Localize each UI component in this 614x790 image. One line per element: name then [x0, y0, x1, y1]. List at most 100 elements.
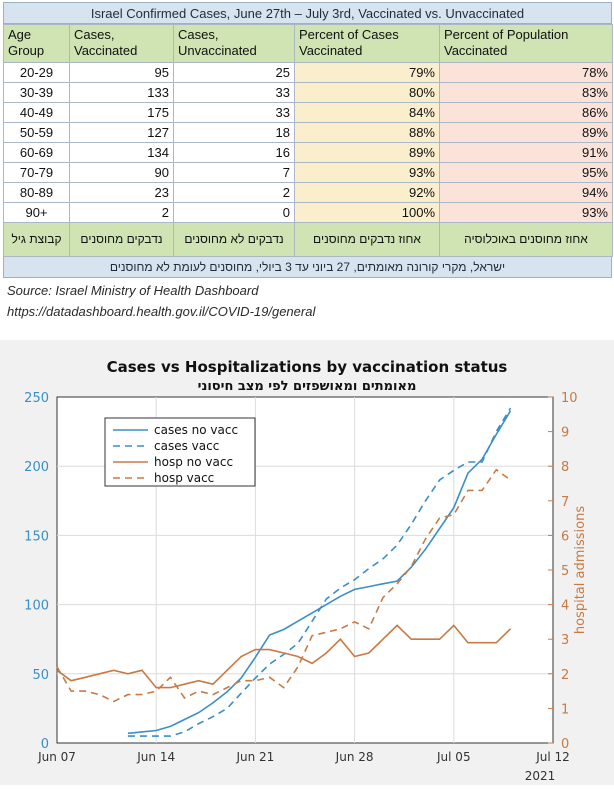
table-title: Israel Confirmed Cases, June 27th – July…	[3, 2, 612, 24]
cell-percent-cases-vaccinated: 100%	[294, 202, 440, 223]
x-tick-label: Jun 28	[335, 750, 374, 764]
cell-percent-population-vaccinated: 94%	[439, 182, 613, 203]
cell-cases-vaccinated: 23	[69, 182, 174, 203]
table-header-row: Age Group Cases, Vaccinated Cases, Unvac…	[3, 24, 613, 63]
table-row: 30-39 133 33 80% 83%	[3, 82, 613, 103]
legend-label: hosp vacc	[154, 471, 214, 485]
hebrew-header-cases-vaccinated: נדבקים מחוסנים	[69, 222, 174, 257]
hebrew-header-percent-cases-vaccinated: אחוז נדבקים מחוסנים	[294, 222, 440, 257]
cell-percent-cases-vaccinated: 89%	[294, 142, 440, 163]
cell-percent-cases-vaccinated: 79%	[294, 62, 440, 83]
table-row: 70-79 90 7 93% 95%	[3, 162, 613, 183]
cell-age-group: 50-59	[3, 122, 70, 143]
chart-legend: cases no vacc cases vacc hosp no vacc hosp …	[104, 417, 256, 487]
cell-cases-unvaccinated: 18	[173, 122, 295, 143]
cell-percent-population-vaccinated: 78%	[439, 62, 613, 83]
x-tick-label: Jun 07	[37, 750, 76, 764]
hebrew-table-note: ישראל, מקרי קורונה מאומתים, 27 ביוני עד …	[3, 257, 612, 278]
y-right-tick-label: 2	[561, 668, 569, 683]
cell-cases-vaccinated: 133	[69, 82, 174, 103]
hebrew-header-percent-population-vaccinated: אחוז מחוסנים באוכלוסיה	[439, 222, 613, 257]
cell-age-group: 20-29	[3, 62, 70, 83]
header-percent-cases-vaccinated: Percent of Cases Vaccinated	[294, 24, 440, 63]
table-row: 90+ 2 0 100% 93%	[3, 202, 613, 223]
hebrew-header-cases-unvaccinated: נדבקים לא מחוסנים	[173, 222, 295, 257]
cell-cases-unvaccinated: 7	[173, 162, 295, 183]
y-right-tick-label: 4	[561, 599, 569, 614]
chart-panel: Cases vs Hospitalizations by vaccination…	[0, 340, 614, 785]
source-line: Source: Israel Ministry of Health Dashbo…	[7, 283, 259, 298]
y-left-tick-label: 0	[41, 737, 49, 752]
legend-label: cases vacc	[154, 439, 219, 453]
x-tick-label: Jun 14	[136, 750, 175, 764]
x-tick-label: Jul 05	[436, 750, 471, 764]
y-left-tick-label: 100	[24, 599, 49, 614]
cell-percent-cases-vaccinated: 80%	[294, 82, 440, 103]
cell-percent-population-vaccinated: 91%	[439, 142, 613, 163]
cell-age-group: 60-69	[3, 142, 70, 163]
x-axis-year-label: 2021	[525, 769, 556, 783]
cell-percent-population-vaccinated: 95%	[439, 162, 613, 183]
x-tick-label: Jul 12	[535, 750, 570, 764]
ticks-layer: Jun 07 Jun 14 Jun 21 Jun 28 Jul 05 Jul 120501…	[24, 391, 577, 764]
cell-age-group: 80-89	[3, 182, 70, 203]
y-right-tick-label: 7	[561, 495, 569, 510]
series-line-cases-vacc	[127, 407, 512, 737]
cell-age-group: 90+	[3, 202, 70, 223]
cell-cases-unvaccinated: 33	[173, 102, 295, 123]
y-right-tick-label: 1	[561, 702, 569, 717]
y-left-tick-label: 250	[24, 391, 49, 406]
y-right-tick-label: 6	[561, 529, 569, 544]
cell-age-group: 40-49	[3, 102, 70, 123]
header-age-group: Age Group	[3, 24, 70, 63]
cell-percent-population-vaccinated: 86%	[439, 102, 613, 123]
table-row: 40-49 175 33 84% 86%	[3, 102, 613, 123]
series-layer	[56, 407, 512, 737]
cell-cases-vaccinated: 134	[69, 142, 174, 163]
cell-cases-unvaccinated: 33	[173, 82, 295, 103]
legend-label: cases no vacc	[154, 423, 238, 437]
cell-cases-unvaccinated: 2	[173, 182, 295, 203]
cases-table: Age Group Cases, Vaccinated Cases, Unvac…	[3, 24, 613, 257]
cell-cases-vaccinated: 90	[69, 162, 174, 183]
cell-percent-population-vaccinated: 83%	[439, 82, 613, 103]
header-cases-unvaccinated: Cases, Unvaccinated	[173, 24, 295, 63]
legend-label: hosp no vacc	[154, 455, 233, 469]
y-right-tick-label: 3	[561, 633, 569, 648]
table-row: 20-29 95 25 79% 78%	[3, 62, 613, 83]
cell-cases-vaccinated: 175	[69, 102, 174, 123]
y-left-tick-label: 200	[24, 460, 49, 475]
header-cases-vaccinated: Cases, Vaccinated	[69, 24, 174, 63]
y-left-tick-label: 150	[24, 529, 49, 544]
y-left-tick-label: 50	[32, 668, 49, 683]
cell-percent-cases-vaccinated: 92%	[294, 182, 440, 203]
cell-percent-cases-vaccinated: 93%	[294, 162, 440, 183]
y-right-tick-label: 9	[561, 426, 569, 441]
y-right-tick-label: 10	[561, 391, 578, 406]
right-axis-label: hospital admissions	[573, 506, 588, 634]
cell-age-group: 70-79	[3, 162, 70, 183]
y-right-tick-label: 0	[561, 737, 569, 752]
y-right-tick-label: 8	[561, 460, 569, 475]
cell-age-group: 30-39	[3, 82, 70, 103]
table-row: 60-69 134 16 89% 91%	[3, 142, 613, 163]
cell-percent-cases-vaccinated: 84%	[294, 102, 440, 123]
cell-percent-cases-vaccinated: 88%	[294, 122, 440, 143]
header-percent-population-vaccinated: Percent of Population Vaccinated	[439, 24, 613, 63]
series-line-hosp-vacc	[56, 468, 511, 703]
cell-cases-unvaccinated: 25	[173, 62, 295, 83]
cell-cases-unvaccinated: 16	[173, 142, 295, 163]
chart-subtitle: מאומתים ומאושפזים לפי מצב חיסוני	[198, 379, 417, 394]
chart-title: Cases vs Hospitalizations by vaccination…	[107, 358, 508, 376]
cell-percent-population-vaccinated: 93%	[439, 202, 613, 223]
cell-percent-population-vaccinated: 89%	[439, 122, 613, 143]
table-row: 80-89 23 2 92% 94%	[3, 182, 613, 203]
cell-cases-vaccinated: 95	[69, 62, 174, 83]
hebrew-header-age-group: קבוצת גיל	[3, 222, 70, 257]
cell-cases-vaccinated: 2	[69, 202, 174, 223]
table-hebrew-header-row: קבוצת גיל נדבקים מחוסנים נדבקים לא מחוסנ…	[3, 222, 613, 257]
x-tick-label: Jun 21	[235, 750, 274, 764]
cases-table-panel: Israel Confirmed Cases, June 27th – July…	[3, 2, 613, 320]
cell-cases-unvaccinated: 0	[173, 202, 295, 223]
source-url: https://datadashboard.health.gov.il/COVI…	[7, 304, 316, 319]
